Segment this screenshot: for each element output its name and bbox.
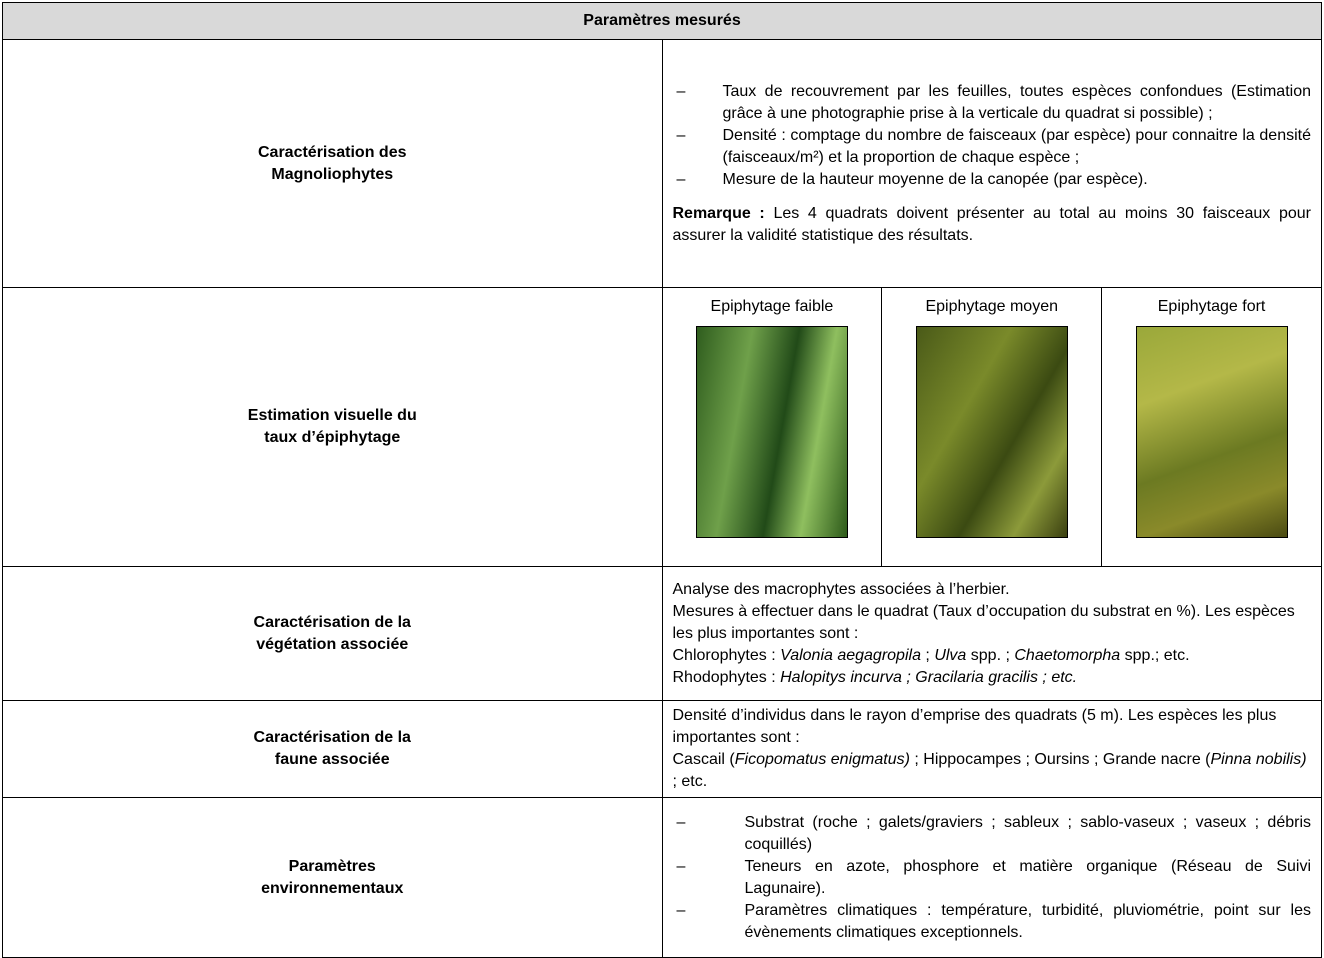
image-cell: Epiphytage faible <box>663 288 882 566</box>
table-row: Paramètres environnementaux – Substrat (roc… <box>2 797 1322 958</box>
row-content: Analyse des macrophytes associées à l’he… <box>661 566 1322 701</box>
bullet-item: – Mesure de la hauteur moyenne de la cano… <box>673 169 1312 191</box>
bullet-text: Densité : comptage du nombre de faisceau… <box>723 125 1312 169</box>
label-line: faune associée <box>274 751 390 768</box>
text-segment: Chlorophytes : <box>672 646 781 664</box>
text-line: Rhodophytes : Halopitys incurva ; Gracil… <box>673 667 1312 689</box>
bullet-dash: – <box>676 857 686 875</box>
text-segment: Mesure de la hauteur moyenne de la canop… <box>722 170 1148 188</box>
text-segment: ; <box>920 646 935 664</box>
bullet-dash: – <box>676 170 686 188</box>
row-content: Epiphytage faible Epiphytage moyen Epiphyt… <box>661 287 1322 567</box>
remark: Remarque : Les 4 quadrats doivent présen… <box>673 203 1312 247</box>
text-segment: Ficopomatus enigmatus) <box>734 751 910 768</box>
photo <box>915 326 1068 538</box>
text-segment: Paramètres climatiques : température, tu… <box>744 901 1312 941</box>
bullet-item: – Substrat (roche ; galets/graviers ; sab… <box>673 812 1312 856</box>
text-segment: Les 4 quadrats doivent présenter au tota… <box>672 204 1312 244</box>
header-title: Paramètres mesurés <box>583 12 741 29</box>
text-line: Analyse des macrophytes associées à l’he… <box>673 579 1312 601</box>
text-segment: ; Hippocampes ; Oursins ; Grande nacre ( <box>909 751 1211 768</box>
text-segment: Substrat (roche ; galets/graviers ; sabl… <box>744 813 1312 853</box>
text-segment: Valonia aegagropila <box>780 646 921 664</box>
text-segment: Halopitys incurva ; Gracilaria gracilis … <box>780 668 1078 686</box>
text-segment: Remarque : <box>672 204 765 222</box>
bullet-dash: – <box>676 82 686 100</box>
row-label: Paramètres environnementaux <box>2 797 663 958</box>
text-segment: spp. ; <box>966 646 1015 664</box>
text-segment: Ulva <box>934 646 967 664</box>
text-segment: Chaetomorpha <box>1014 646 1121 664</box>
label-line: taux d’épiphytage <box>264 429 401 446</box>
text-segment: Rhodophytes : <box>672 668 781 686</box>
image-cell: Epiphytage fort <box>1101 288 1321 566</box>
label-line: Paramètres <box>288 857 376 875</box>
text-segment: Densité : comptage du nombre de faisceau… <box>722 126 1312 166</box>
header-row: Paramètres mesurés <box>2 2 1322 40</box>
bullet-item: – Paramètres climatiques : température, t… <box>673 900 1312 944</box>
bullet-text: Mesure de la hauteur moyenne de la canop… <box>723 169 1312 191</box>
text-line: Chlorophytes : Valonia aegagropila ; Ulv… <box>673 645 1312 667</box>
bullet-text: Taux de recouvrement par les feuilles, t… <box>723 81 1312 125</box>
table-row: Caractérisation des Magnoliophytes – Taux d… <box>2 39 1322 288</box>
bullet-item: – Densité : comptage du nombre de faiscea… <box>673 125 1312 169</box>
label-line: Magnoliophytes <box>271 165 394 183</box>
text-line: Mesures à effectuer dans le quadrat (Tau… <box>673 601 1312 645</box>
text-segment: Densité d’individus dans le rayon d’empr… <box>672 707 1277 746</box>
text-line: Cascail (Ficopomatus enigmatus) ; Hippoc… <box>673 749 1312 793</box>
photo <box>1135 326 1288 538</box>
text-segment: Pinna nobilis) <box>1210 751 1307 768</box>
text-line: Densité d’individus dans le rayon d’empr… <box>673 705 1312 749</box>
row-label: Caractérisation de la faune associée <box>2 700 663 798</box>
label-line: Caractérisation de la <box>253 613 411 631</box>
text-segment: Analyse des macrophytes associées à l’he… <box>672 580 1010 598</box>
header-cell: Paramètres mesurés <box>2 2 1322 40</box>
label-line: environnementaux <box>261 879 404 897</box>
bullet-dash: – <box>676 901 686 919</box>
row-content: – Substrat (roche ; galets/graviers ; sab… <box>661 797 1322 958</box>
table-row: Caractérisation de la faune associée Densi… <box>2 700 1322 798</box>
text-segment: Cascail ( <box>672 751 735 768</box>
row-label: Estimation visuelle du taux d’épiphytage <box>2 287 663 567</box>
image-caption: Epiphytage moyen <box>925 298 1058 315</box>
text-segment: ; etc. <box>672 773 708 790</box>
image-caption: Epiphytage faible <box>710 298 834 315</box>
bullet-text: Substrat (roche ; galets/graviers ; sabl… <box>745 812 1312 856</box>
photo <box>695 326 848 538</box>
table-row: Caractérisation de la végétation associée… <box>2 566 1322 701</box>
label-line: végétation associée <box>256 635 409 653</box>
image-grid: Epiphytage faible Epiphytage moyen Epiphyt… <box>663 288 1322 566</box>
row-content: – Taux de recouvrement par les feuilles, … <box>661 39 1322 288</box>
text-segment: spp.; etc. <box>1120 646 1190 664</box>
bullet-dash: – <box>676 813 686 831</box>
label-line: Caractérisation des <box>257 143 407 161</box>
label-line: Estimation visuelle du <box>247 407 417 424</box>
text-segment: Teneurs en azote, phosphore et matière o… <box>744 857 1312 897</box>
row-content: Densité d’individus dans le rayon d’empr… <box>661 700 1322 798</box>
image-caption: Epiphytage fort <box>1157 298 1266 315</box>
table-row: Estimation visuelle du taux d’épiphytage E… <box>2 287 1322 567</box>
bullet-text: Teneurs en azote, phosphore et matière o… <box>745 856 1312 900</box>
text-segment: Taux de recouvrement par les feuilles, t… <box>722 82 1312 122</box>
bullet-item: – Taux de recouvrement par les feuilles, … <box>673 81 1312 125</box>
label-line: Caractérisation de la <box>253 729 411 746</box>
bullet-dash: – <box>676 126 686 144</box>
bullet-text: Paramètres climatiques : température, tu… <box>745 900 1312 944</box>
row-label: Caractérisation des Magnoliophytes <box>2 39 663 288</box>
text-segment: Mesures à effectuer dans le quadrat (Tau… <box>672 602 1295 642</box>
row-label: Caractérisation de la végétation associée <box>2 566 663 701</box>
bullet-item: – Teneurs en azote, phosphore et matière … <box>673 856 1312 900</box>
image-cell: Epiphytage moyen <box>881 288 1101 566</box>
